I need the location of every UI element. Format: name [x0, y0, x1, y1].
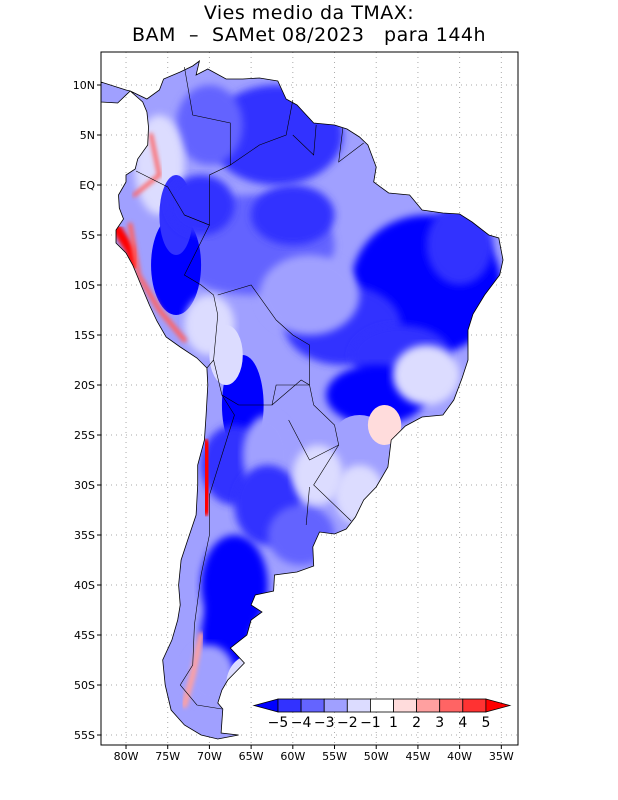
lat-tick-label: 15S [74, 329, 95, 342]
colorbar-label: 4 [458, 715, 467, 731]
lon-tick-label: 55W [322, 750, 347, 763]
land-bias-field [101, 61, 503, 739]
lat-tick-label: 40S [74, 579, 95, 592]
plot-title-line2: BAM – SAMet 08/2023 para 144h [131, 24, 487, 46]
bias-region [209, 325, 243, 385]
warm-bias-region [127, 222, 187, 343]
lat-tick-label: 50S [74, 679, 95, 692]
bias-region [367, 405, 402, 445]
warm-bias-region [112, 225, 140, 270]
country-borders [135, 66, 364, 710]
bias-region [167, 175, 235, 235]
colorbar-label: −2 [337, 715, 358, 731]
colorbar-label: 1 [389, 715, 398, 731]
colorbar-label: 2 [412, 715, 421, 731]
plot-title-line1: Vies medio da TMAX: [203, 2, 415, 24]
lat-tick-label: 20S [74, 379, 95, 392]
lat-tick-label: 25S [74, 429, 95, 442]
lon-tick-label: 50W [364, 750, 389, 763]
border-line [338, 127, 364, 163]
axis-ticks: 80W 75W 70W 65W 60W 55W 50W 45W 40W 35W 10N 5N EQ 5S 1… [73, 79, 514, 763]
bias-region [251, 185, 335, 245]
colorbar-box [393, 698, 418, 713]
border-line [292, 124, 317, 156]
lat-tick-label: 55S [74, 729, 95, 742]
border-line [305, 486, 310, 526]
colorbar-label: −5 [268, 715, 289, 731]
colorbar-box [369, 698, 394, 713]
lon-tick-label: 70W [197, 750, 222, 763]
colorbar-box [277, 698, 302, 713]
border-line [230, 99, 294, 166]
colorbar-arrow-right [485, 698, 512, 713]
border-line [135, 66, 231, 226]
lat-tick-label: 5N [80, 129, 95, 142]
bias-region [392, 345, 460, 405]
lat-tick-label: EQ [79, 179, 95, 192]
bias-region [334, 465, 385, 525]
border-line [313, 444, 352, 522]
bias-region [267, 505, 335, 565]
colorbar-box [323, 698, 348, 713]
warm-bias-region [181, 632, 205, 708]
colorbar-label: −1 [360, 715, 381, 731]
colorbar-box [416, 698, 441, 713]
border-line [184, 214, 219, 369]
warm-bias-region [132, 133, 162, 197]
lat-tick-label: 10N [73, 79, 95, 92]
lon-tick-label: 65W [239, 750, 264, 763]
colorbar-box [346, 698, 371, 713]
bias-region [259, 255, 360, 335]
map-frame [100, 51, 519, 746]
lon-tick-label: 45W [405, 750, 430, 763]
colorbar-label: 3 [435, 715, 444, 731]
colorbar-label: −4 [291, 715, 312, 731]
lat-tick-label: 45S [74, 629, 95, 642]
colorbar-label: −3 [314, 715, 335, 731]
warm-bias-region [199, 439, 214, 516]
colorbar-box [300, 698, 325, 713]
lat-tick-label: 35S [74, 529, 95, 542]
bias-region [426, 205, 493, 285]
colorbar-label: 5 [481, 715, 490, 731]
colorbar: −5 −4 −3 −2 −1 1 2 3 4 5 [252, 698, 512, 731]
lon-tick-label: 60W [280, 750, 305, 763]
bias-region [176, 85, 243, 165]
bias-region [292, 445, 343, 505]
coastline [100, 60, 504, 740]
lon-tick-label: 80W [114, 750, 139, 763]
lon-tick-label: 40W [447, 750, 472, 763]
lat-tick-label: 5S [81, 229, 95, 242]
colorbar-arrow-left [252, 698, 279, 713]
lon-tick-label: 35W [489, 750, 514, 763]
colorbar-box [462, 698, 487, 713]
lat-tick-label: 10S [74, 279, 95, 292]
border-line [271, 379, 340, 461]
lat-tick-label: 30S [74, 479, 95, 492]
colorbar-box [439, 698, 464, 713]
border-line [179, 394, 235, 710]
lon-tick-label: 75W [155, 750, 180, 763]
